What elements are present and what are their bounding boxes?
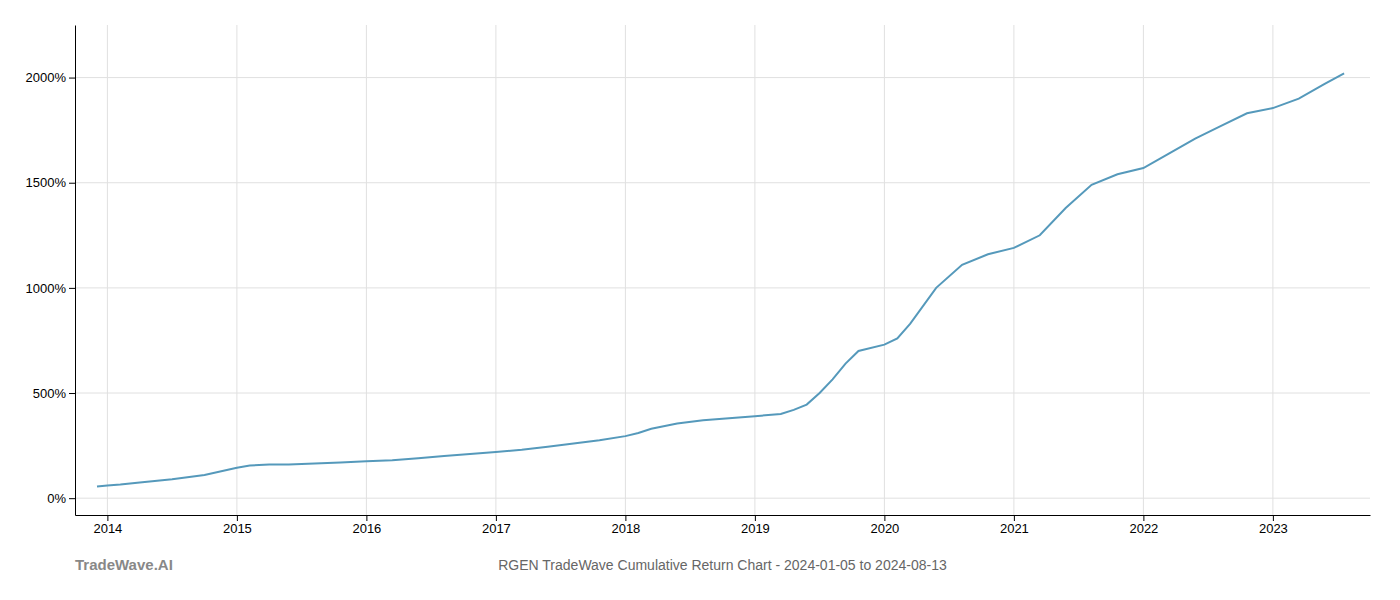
tick-label: 2018: [611, 521, 640, 536]
tick: 1500%: [26, 175, 75, 190]
grid-line: [75, 498, 1370, 499]
tick-mark: [69, 288, 75, 289]
tick-label: 2015: [223, 521, 252, 536]
tick-label: 2014: [93, 521, 122, 536]
grid-line: [75, 182, 1370, 183]
tick: 500%: [33, 386, 75, 401]
grid: [75, 25, 1370, 515]
axis-line: [76, 515, 1371, 516]
grid-line: [75, 287, 1370, 288]
tick-mark: [69, 78, 75, 79]
tick: 2019: [741, 515, 770, 536]
grid-line: [107, 25, 108, 515]
grid-line: [236, 25, 237, 515]
tick-mark: [1014, 515, 1015, 521]
tick-label: 1000%: [26, 281, 67, 296]
tick: 2000%: [26, 70, 75, 85]
tick: 2021: [1000, 515, 1029, 536]
grid-line: [625, 25, 626, 515]
tick: 2022: [1129, 515, 1158, 536]
title: RGEN TradeWave Cumulative Return Chart -…: [498, 557, 947, 573]
tick: 2017: [482, 515, 511, 536]
axis-line: [75, 26, 76, 516]
tick-mark: [755, 515, 756, 521]
grid-line: [75, 393, 1370, 394]
tick-label: 2021: [1000, 521, 1029, 536]
tick-label: 2022: [1129, 521, 1158, 536]
plot: 2014 2015 2016 2017 2018 2019 2020 2021 2022 2023…: [26, 25, 1371, 536]
tick-mark: [237, 515, 238, 521]
grid-line: [366, 25, 367, 515]
tick-mark: [625, 515, 626, 521]
tick-mark: [69, 393, 75, 394]
tick-label: 2020: [870, 521, 899, 536]
tick-mark: [496, 515, 497, 521]
tick: 2015: [223, 515, 252, 536]
x-axis: 2014 2015 2016 2017 2018 2019 2020 2021 2022 2023: [76, 515, 1371, 536]
tick: 2023: [1259, 515, 1288, 536]
tick-label: 2023: [1259, 521, 1288, 536]
tick-mark: [1273, 515, 1274, 521]
marks: [97, 73, 1344, 486]
tick: 1000%: [26, 281, 75, 296]
line: [97, 73, 1344, 486]
tick-mark: [884, 515, 885, 521]
tick-label: 1500%: [26, 175, 67, 190]
grid-line: [1143, 25, 1144, 515]
tick-mark: [107, 515, 108, 521]
grid-line: [754, 25, 755, 515]
y-axis: 0% 500% 1000% 1500% 2000%: [26, 26, 76, 516]
tick-mark: [1143, 515, 1144, 521]
tick-label: 2000%: [26, 70, 67, 85]
grid-line: [75, 77, 1370, 78]
grid-line: [495, 25, 496, 515]
tick-mark: [69, 498, 75, 499]
grid-line: [1272, 25, 1273, 515]
tick-label: 2016: [352, 521, 381, 536]
tick: 2016: [352, 515, 381, 536]
tick: 0%: [47, 491, 75, 506]
tick-label: 2017: [482, 521, 511, 536]
tick-label: 0%: [47, 491, 66, 506]
tick-mark: [366, 515, 367, 521]
chart: 2014 2015 2016 2017 2018 2019 2020 2021 2022 2023…: [0, 0, 1400, 600]
tick-label: 2019: [741, 521, 770, 536]
tick: 2020: [870, 515, 899, 536]
grid-line: [884, 25, 885, 515]
tick-label: 500%: [33, 386, 67, 401]
tick: 2018: [611, 515, 640, 536]
tick-mark: [69, 183, 75, 184]
tick: 2014: [93, 515, 122, 536]
annotation: TradeWave.AI: [75, 556, 173, 573]
grid-line: [1013, 25, 1014, 515]
